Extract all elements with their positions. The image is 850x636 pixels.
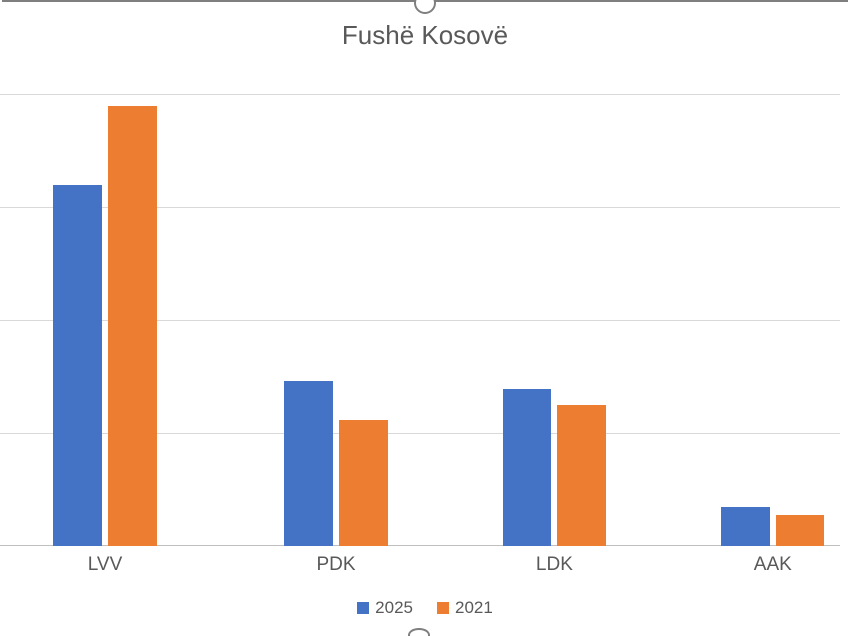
bar-PDK-2021 xyxy=(339,420,388,546)
bar-AAK-2025 xyxy=(721,507,770,546)
x-label-LVV: LVV xyxy=(88,554,123,576)
x-axis-labels: LVV PDK LDK AAK xyxy=(0,554,840,584)
legend: 2025 2021 xyxy=(0,598,850,618)
legend-swatch-icon xyxy=(437,602,449,614)
legend-swatch-icon xyxy=(357,602,369,614)
plot-area xyxy=(0,75,840,546)
bar-AAK-2021 xyxy=(776,515,825,546)
chart-title: Fushë Kosovë xyxy=(0,20,850,51)
legend-label: 2021 xyxy=(455,598,493,618)
bar-LDK-2025 xyxy=(503,389,552,546)
bar-LVV-2025 xyxy=(53,185,102,546)
x-label-AAK: AAK xyxy=(754,554,792,576)
legend-label: 2025 xyxy=(375,598,413,618)
x-label-PDK: PDK xyxy=(316,554,355,576)
bar-LDK-2021 xyxy=(557,405,606,546)
slider-handle-icon[interactable] xyxy=(414,0,436,14)
bar-PDK-2025 xyxy=(284,381,333,546)
x-label-LDK: LDK xyxy=(536,554,573,576)
bottom-handle-icon[interactable] xyxy=(408,628,430,636)
top-border xyxy=(2,0,848,2)
chart-container: Fushë Kosovë LVV PDK LDK AAK 2025 2021 xyxy=(0,0,850,636)
gridline xyxy=(0,94,840,95)
legend-item-2021[interactable]: 2021 xyxy=(437,598,493,618)
bar-LVV-2021 xyxy=(108,106,157,546)
legend-item-2025[interactable]: 2025 xyxy=(357,598,413,618)
